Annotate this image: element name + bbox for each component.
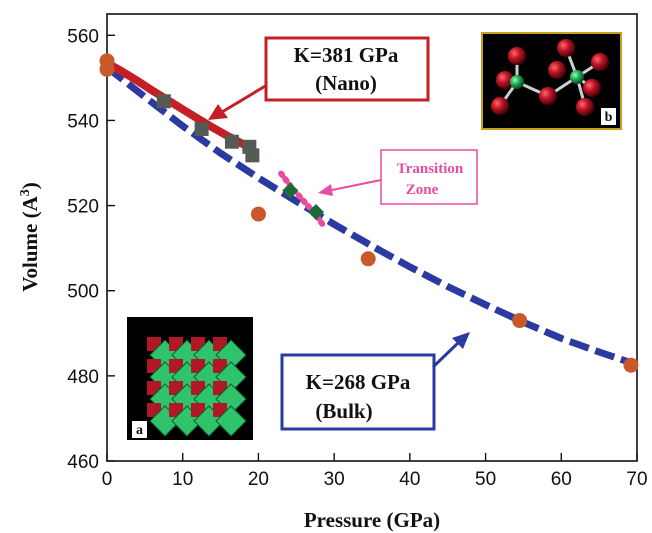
inset-a-structure <box>147 337 247 437</box>
inset-b-label: b <box>605 110 613 125</box>
bulk-data-point <box>623 357 639 373</box>
nano-callout-line2: (Nano) <box>315 71 377 95</box>
bulk-data-point <box>360 251 376 267</box>
y-axis-title-sup: 3 <box>18 189 33 196</box>
ticks-layer: 0 10 20 30 40 50 60 70 460 480 500 520 540 560 <box>67 26 647 490</box>
oxygen-atom <box>491 97 509 115</box>
inset-a-label-box <box>132 421 147 438</box>
bulk-callout-box <box>280 353 436 431</box>
bulk-callout: K=268 GPa (Bulk) <box>280 353 436 431</box>
y-tick-label: 520 <box>67 197 99 218</box>
transition-arrow-head <box>318 184 333 196</box>
x-tick-label: 20 <box>248 469 269 490</box>
x-tick-label: 40 <box>399 469 420 490</box>
oxygen-atom <box>548 61 566 79</box>
bulk-callout-line2: (Bulk) <box>315 399 372 423</box>
oxygen-atom <box>557 39 575 57</box>
inset-a: a <box>127 317 253 440</box>
nano-data-point <box>156 94 171 109</box>
y-tick-label: 480 <box>67 367 99 388</box>
inset-a-label: a <box>136 423 143 438</box>
bulk-callout-line1: K=268 GPa <box>306 370 411 394</box>
oxygen-atom <box>496 71 514 89</box>
x-tick-label: 50 <box>475 469 496 490</box>
y-axis-title: Volume (A3) <box>18 182 42 291</box>
x-tick-label: 10 <box>172 469 193 490</box>
nano-callout-box <box>264 36 430 102</box>
y-axis-title-close: ) <box>18 182 42 189</box>
transition-callout: Transition Zone <box>380 149 478 205</box>
y-axis-title-main: Volume (A <box>18 195 42 291</box>
nano-callout-line1: K=381 GPa <box>294 43 399 67</box>
nano-data-point <box>224 134 239 149</box>
oxygen-atom <box>576 98 594 116</box>
bulk-data-point <box>512 313 528 329</box>
bulk-data-point <box>99 61 115 77</box>
bulk-arrow-shaft <box>431 341 460 369</box>
x-tick-label: 60 <box>551 469 572 490</box>
oxygen-atom <box>539 87 557 105</box>
transition-callout-line2: Zone <box>406 182 439 198</box>
nano-data-point <box>194 121 209 136</box>
transition-data-point <box>307 203 324 220</box>
silicon-atom <box>510 75 524 89</box>
transition-callout-line1: Transition <box>397 161 464 177</box>
bulk-arrow-head <box>452 332 470 349</box>
y-tick-label: 460 <box>67 452 99 473</box>
green-octahedron <box>215 405 247 437</box>
inset-b-label-box <box>601 108 616 125</box>
x-axis-title: Pressure (GPa) <box>304 508 440 532</box>
bulk-data-point <box>250 206 266 222</box>
transition-data-point <box>282 182 299 199</box>
oxygen-atom <box>591 53 609 71</box>
oxygen-atom <box>583 79 601 97</box>
silicon-atom <box>570 70 584 84</box>
inset-b-atoms <box>491 39 609 116</box>
transition-callout-box <box>380 149 478 205</box>
nano-callout: K=381 GPa (Nano) <box>264 36 430 102</box>
x-tick-label: 0 <box>102 469 113 490</box>
nano-arrow-shaft <box>221 83 268 114</box>
y-tick-label: 500 <box>67 282 99 303</box>
y-tick-label: 560 <box>67 26 99 47</box>
plot-area <box>106 13 638 462</box>
nano-arrow-head <box>208 104 228 120</box>
inset-b: b <box>481 32 622 130</box>
x-tick-label: 30 <box>324 469 345 490</box>
transition-arrow-shaft <box>331 179 382 191</box>
series-layer <box>99 53 639 373</box>
oxygen-atom <box>508 47 526 65</box>
nano-data-point <box>245 148 260 163</box>
y-tick-label: 540 <box>67 111 99 132</box>
x-tick-label: 70 <box>626 469 647 490</box>
